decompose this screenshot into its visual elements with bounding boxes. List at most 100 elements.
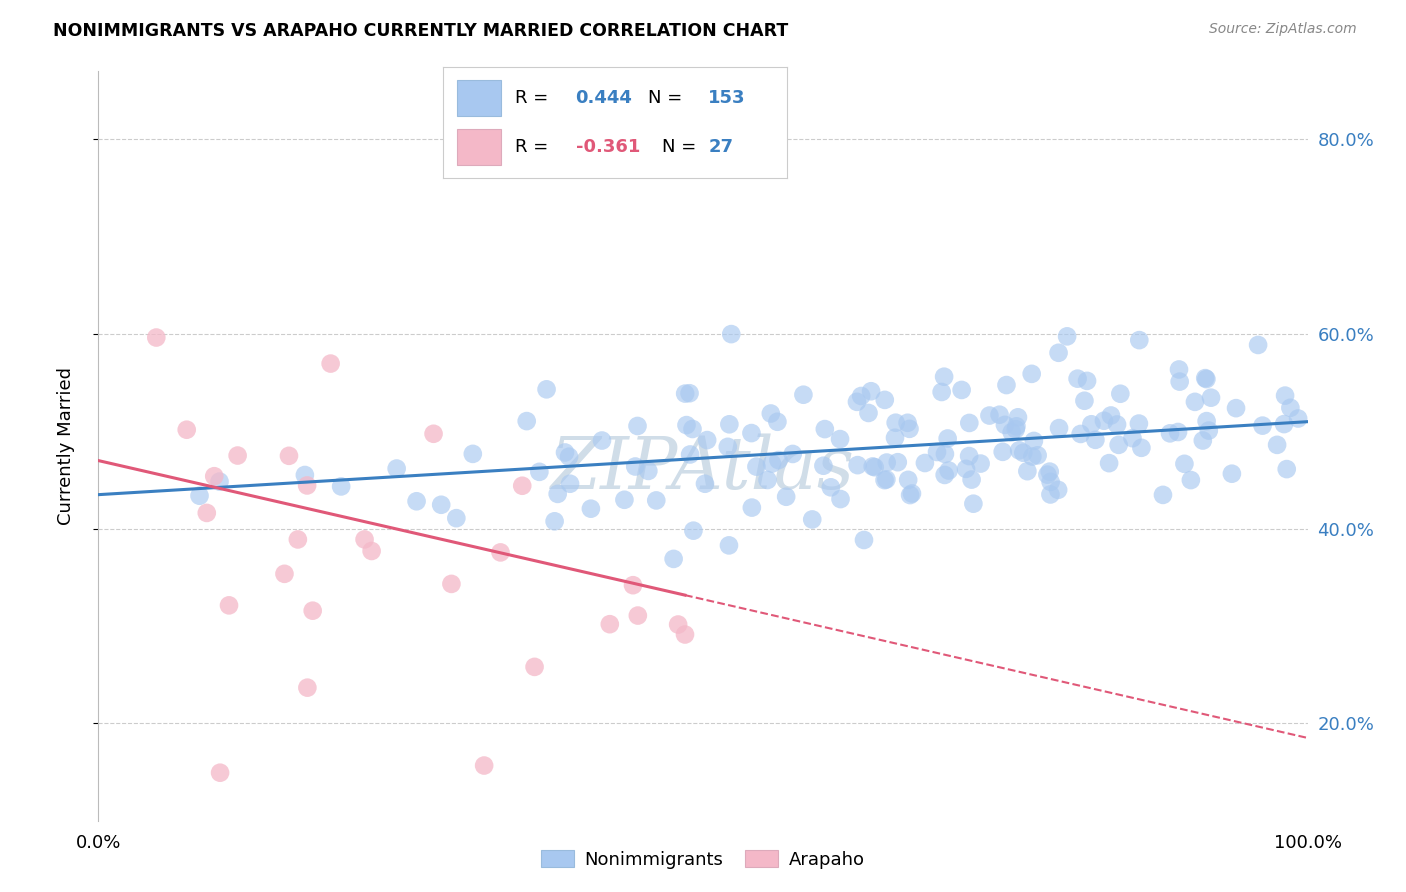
Point	[558, 450, 581, 464]
Point	[637, 464, 659, 478]
Point	[591, 434, 613, 448]
Bar	[457, 80, 502, 116]
Point	[914, 456, 936, 470]
Point	[682, 524, 704, 538]
Text: Source: ZipAtlas.com: Source: ZipAtlas.com	[1209, 22, 1357, 37]
Point	[1195, 372, 1218, 386]
Point	[1184, 395, 1206, 409]
Point	[1039, 465, 1062, 479]
Point	[1056, 329, 1078, 343]
Point	[759, 407, 782, 421]
Point	[613, 492, 636, 507]
Point	[226, 449, 249, 463]
Point	[1047, 346, 1070, 360]
Point	[938, 463, 960, 477]
Point	[353, 533, 375, 547]
Point	[673, 386, 696, 401]
Point	[1121, 431, 1143, 445]
Point	[862, 459, 884, 474]
Point	[682, 422, 704, 436]
Point	[294, 468, 316, 483]
Point	[1195, 414, 1218, 428]
Point	[1039, 475, 1062, 489]
Point	[1198, 424, 1220, 438]
Point	[1274, 389, 1296, 403]
Point	[278, 449, 301, 463]
Point	[1168, 375, 1191, 389]
Point	[202, 469, 225, 483]
Text: R =: R =	[515, 138, 554, 156]
Point	[422, 426, 444, 441]
Point	[1199, 391, 1222, 405]
Text: N =: N =	[648, 89, 688, 107]
Point	[679, 447, 702, 461]
Point	[209, 765, 232, 780]
Point	[536, 382, 558, 396]
Point	[1191, 434, 1213, 448]
Point	[1022, 434, 1045, 448]
Point	[717, 538, 740, 552]
Point	[1108, 438, 1130, 452]
Point	[932, 369, 955, 384]
Point	[887, 455, 910, 469]
Point	[991, 445, 1014, 459]
Y-axis label: Currently Married: Currently Married	[56, 367, 75, 525]
Point	[988, 408, 1011, 422]
Point	[860, 384, 883, 399]
Point	[901, 486, 924, 500]
Point	[1152, 488, 1174, 502]
Point	[666, 617, 689, 632]
Point	[1265, 438, 1288, 452]
Point	[931, 384, 953, 399]
Point	[1021, 450, 1043, 464]
Text: -0.361: -0.361	[575, 138, 640, 156]
Point	[627, 608, 650, 623]
Point	[718, 417, 741, 432]
Point	[873, 392, 896, 407]
Point	[405, 494, 427, 508]
Point	[720, 327, 742, 342]
Point	[801, 512, 824, 526]
Point	[472, 758, 495, 772]
Point	[1076, 374, 1098, 388]
Text: 27: 27	[709, 138, 733, 156]
Text: ZIPAtlas: ZIPAtlas	[551, 434, 855, 504]
Point	[678, 386, 700, 401]
Point	[1180, 473, 1202, 487]
Point	[446, 511, 468, 525]
Point	[851, 389, 873, 403]
Point	[761, 457, 783, 471]
Point	[846, 458, 869, 472]
Point	[846, 394, 869, 409]
Point	[554, 445, 576, 459]
Point	[1128, 417, 1150, 431]
Point	[208, 475, 231, 489]
Point	[430, 498, 453, 512]
Point	[599, 617, 621, 632]
Point	[1008, 443, 1031, 458]
Point	[176, 423, 198, 437]
Point	[995, 378, 1018, 392]
Point	[898, 488, 921, 502]
Point	[814, 422, 837, 436]
Point	[782, 447, 804, 461]
Point	[693, 476, 716, 491]
Point	[1004, 422, 1026, 436]
Point	[962, 497, 984, 511]
Point	[1159, 426, 1181, 441]
Point	[547, 487, 569, 501]
Point	[897, 473, 920, 487]
Point	[955, 462, 977, 476]
Point	[626, 419, 648, 434]
Point	[489, 545, 512, 559]
Point	[934, 447, 956, 461]
Point	[957, 416, 980, 430]
Point	[1039, 487, 1062, 501]
Point	[440, 577, 463, 591]
Point	[1047, 483, 1070, 497]
Text: N =: N =	[662, 138, 702, 156]
Point	[1073, 393, 1095, 408]
Point	[1225, 401, 1247, 416]
Point	[319, 357, 342, 371]
Point	[925, 445, 948, 459]
